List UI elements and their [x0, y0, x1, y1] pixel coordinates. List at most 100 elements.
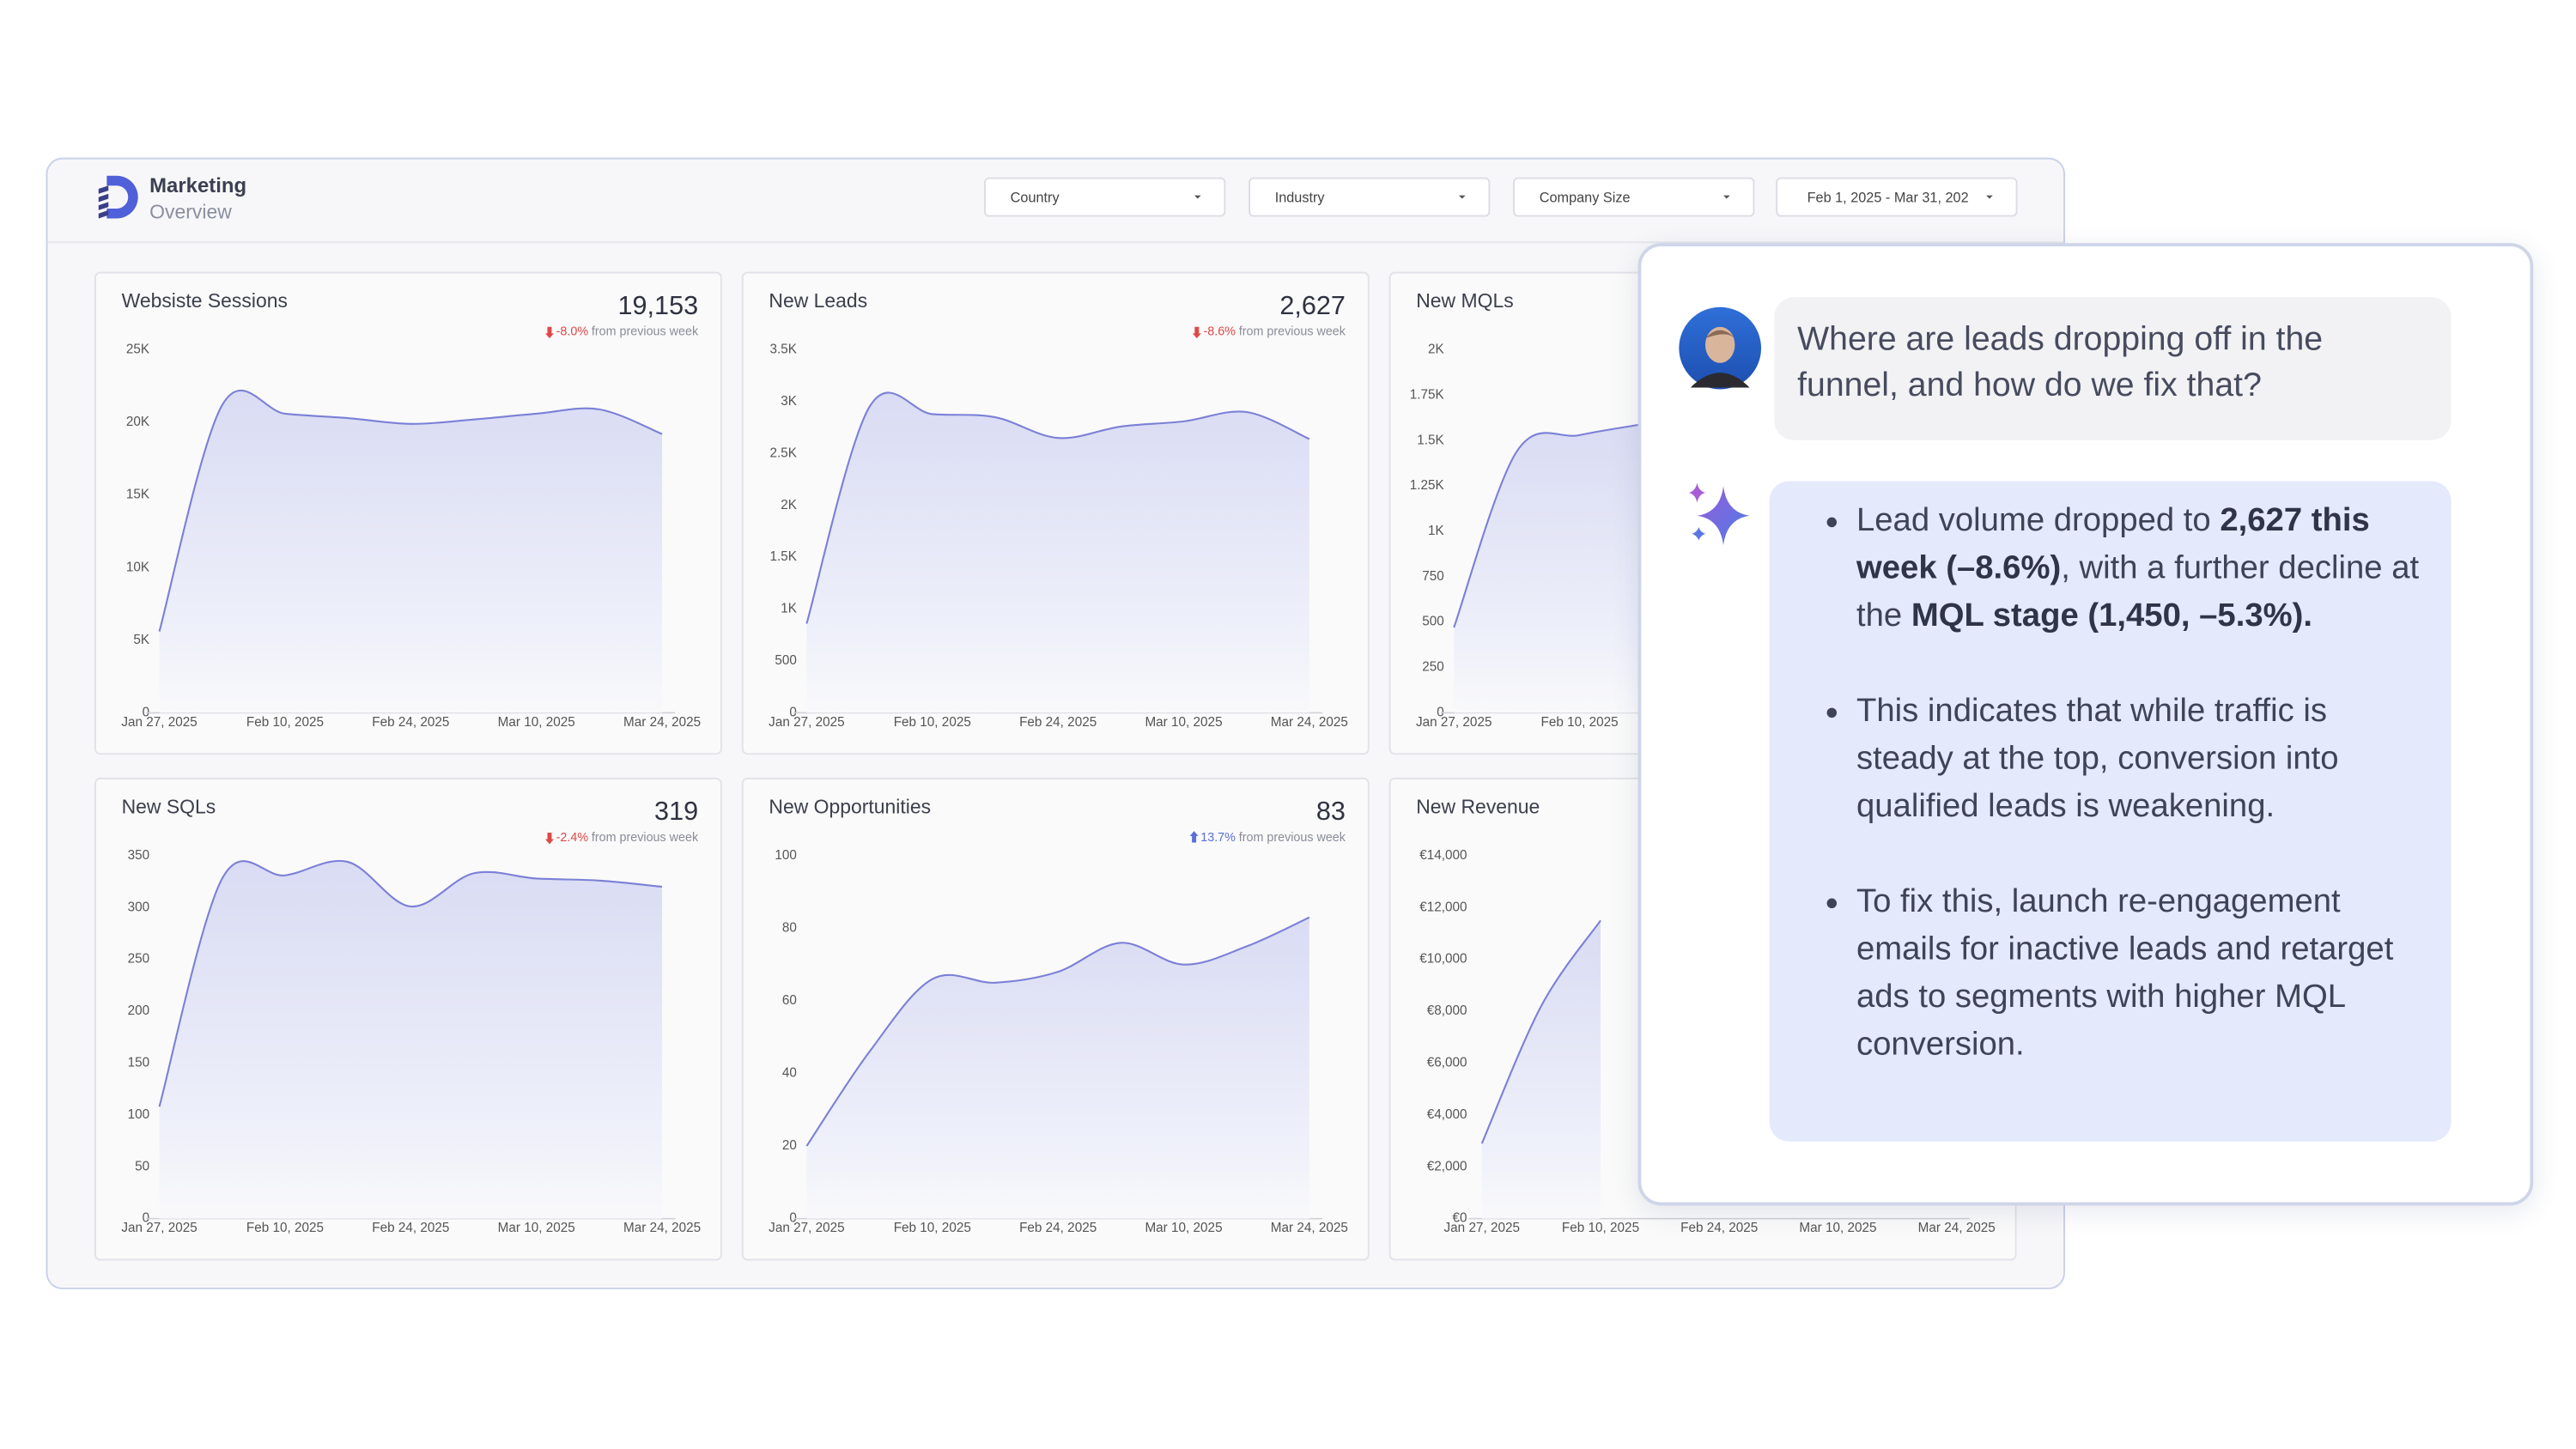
y-tick-label: 1.25K [1410, 478, 1445, 493]
delta-arrow [545, 326, 554, 339]
y-tick-label: 3K [781, 394, 798, 409]
line [158, 859, 663, 1107]
y-tick-label: 5K [133, 633, 150, 647]
filter-dropdown[interactable]: Industry [1249, 177, 1491, 217]
filter-dropdown[interactable]: Country [984, 177, 1226, 217]
x-tick-label: Jan 27, 2025 [1444, 1221, 1520, 1235]
kpi-value: 2,627 [1279, 291, 1346, 320]
y-tick-label: 1.5K [1417, 433, 1444, 447]
panel-title: New Revenue [1416, 795, 1540, 817]
x-tick-label: Feb 10, 2025 [894, 715, 971, 730]
y-tick-label: 750 [1422, 569, 1444, 584]
y-tick-label: 80 [782, 920, 797, 935]
panel-title: New Leads [769, 289, 867, 312]
y-tick-label: 0 [143, 1211, 150, 1226]
x-tick-label: Mar 24, 2025 [623, 715, 701, 730]
y-tick-label: €12,000 [1419, 900, 1467, 914]
delta-note: from previous week [1239, 831, 1346, 845]
ai-icon [1688, 482, 1750, 546]
answer-bullet: This indicates that while traffic is ste… [1856, 688, 2428, 831]
user-question: Where are leads dropping off in the funn… [1774, 297, 2451, 440]
bold-text: MQL stage (1,450, –5.3%). [1911, 597, 2313, 634]
y-tick-label: 150 [128, 1055, 150, 1070]
panel-title: Websiste Sessions [122, 289, 288, 312]
x-tick-label: Feb 24, 2025 [1680, 1221, 1758, 1235]
logo [98, 175, 138, 219]
y-tick-label: 2K [781, 498, 798, 512]
y-tick-label: 50 [135, 1159, 149, 1173]
y-tick-label: 100 [775, 848, 797, 863]
x-tick-label: Feb 10, 2025 [246, 1221, 324, 1235]
y-tick-label: 15K [126, 488, 150, 502]
y-tick-label: €2,000 [1427, 1159, 1467, 1173]
y-tick-label: 3.5K [769, 343, 797, 357]
dashboard-title: Marketing [149, 173, 247, 197]
x-tick-label: Feb 10, 2025 [1541, 715, 1619, 730]
x-tick-label: Jan 27, 2025 [769, 1221, 844, 1235]
answer-bullet: Lead volume dropped to 2,627 this week (… [1856, 498, 2428, 640]
x-tick-label: Feb 24, 2025 [372, 715, 449, 730]
y-tick-label: 1K [781, 602, 798, 616]
x-tick-label: Mar 10, 2025 [498, 715, 575, 730]
delta-note: from previous week [592, 324, 699, 338]
chat-panel: Where are leads dropping off in the funn… [1637, 243, 2534, 1206]
kpi-value: 19,153 [618, 291, 699, 320]
x-tick-label: Mar 10, 2025 [1145, 715, 1222, 730]
x-tick-label: Mar 10, 2025 [1145, 1221, 1222, 1235]
text: Lead volume dropped to [1856, 502, 2221, 539]
y-tick-label: €8,000 [1427, 1003, 1467, 1018]
line [805, 391, 1310, 624]
kpi-value: 83 [1316, 797, 1346, 826]
line [1480, 919, 1601, 1144]
area [1454, 424, 1643, 713]
x-tick-label: Mar 10, 2025 [498, 1221, 575, 1235]
y-tick-label: 20 [782, 1138, 797, 1153]
area [159, 390, 663, 713]
y-tick-label: 0 [143, 705, 150, 719]
kpi-delta: -8.0% from previous week [556, 324, 699, 338]
x-tick-label: Feb 24, 2025 [372, 1221, 449, 1235]
y-tick-label: €10,000 [1419, 952, 1467, 967]
date-range-dropdown[interactable]: Feb 1, 2025 - Mar 31, 202 [1776, 177, 2018, 217]
y-tick-label: 1.75K [1410, 387, 1445, 402]
area [806, 917, 1309, 1219]
y-tick-label: €6,000 [1427, 1055, 1467, 1070]
ai-answer: Lead volume dropped to 2,627 this week (… [1769, 481, 2451, 1142]
delta-value: -8.6% [1203, 324, 1236, 338]
answer-bullet: To fix this, launch re-engagement emails… [1856, 879, 2428, 1070]
area [806, 392, 1309, 713]
y-tick-label: 0 [789, 1211, 797, 1226]
delta-value: -8.0% [556, 324, 589, 338]
answer-list: Lead volume dropped to 2,627 this week (… [1770, 498, 2428, 1070]
line [805, 916, 1310, 1147]
panel-title: New Opportunities [769, 795, 931, 817]
y-tick-label: 25K [126, 343, 150, 357]
panel-title: New SQLs [122, 795, 216, 817]
filter-dropdown[interactable]: Company Size [1513, 177, 1755, 217]
text: To fix this, launch re-engagement emails… [1856, 883, 2394, 1063]
y-tick-label: 350 [128, 848, 150, 863]
x-tick-label: Feb 24, 2025 [1019, 715, 1097, 730]
text: This indicates that while traffic is ste… [1856, 693, 2339, 825]
kpi-value: 319 [654, 797, 698, 826]
x-tick-label: Mar 10, 2025 [1799, 1221, 1876, 1235]
y-tick-label: €14,000 [1419, 848, 1467, 863]
user-avatar [1679, 306, 1762, 390]
area [159, 860, 663, 1219]
text: , with a further decline at the [1856, 549, 2420, 634]
y-tick-label: €0 [1453, 1211, 1467, 1226]
delta-arrow [1189, 831, 1199, 843]
line [1453, 423, 1643, 628]
header-divider [47, 241, 2064, 244]
kpi-delta: -8.6% from previous week [1203, 324, 1346, 338]
y-tick-label: 10K [126, 560, 150, 574]
x-tick-label: Mar 24, 2025 [1271, 1221, 1348, 1235]
y-tick-label: 200 [128, 1003, 150, 1018]
y-tick-label: 300 [128, 900, 150, 914]
y-tick-label: 250 [128, 952, 150, 967]
x-tick-label: Jan 27, 2025 [1416, 715, 1492, 730]
kpi-delta: -2.4% from previous week [556, 831, 699, 845]
bold-text: 2,627 this week (–8.6%) [1856, 502, 2370, 587]
